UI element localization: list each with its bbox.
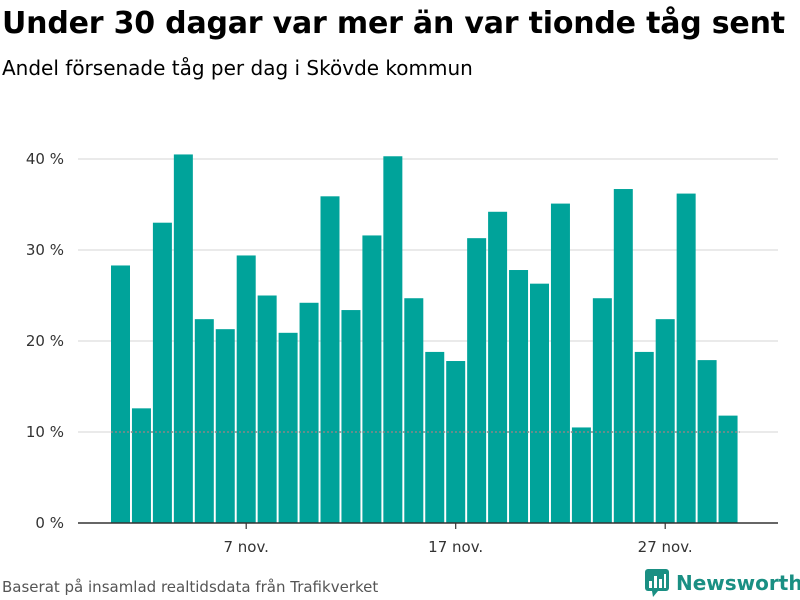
bar <box>173 154 193 523</box>
x-tick-label: 17 nov. <box>428 538 483 556</box>
bar <box>425 351 445 523</box>
bars <box>111 154 738 524</box>
bar <box>697 360 717 523</box>
bar <box>509 270 529 523</box>
bar <box>362 235 382 523</box>
brand-name: Newsworthy <box>676 571 800 595</box>
bar <box>383 156 403 523</box>
y-tick-label: 20 % <box>26 332 64 350</box>
bar <box>194 319 214 523</box>
y-axis-ticks: 0 % 10 % 20 % 30 % 40 % <box>26 150 64 532</box>
y-tick-label: 30 % <box>26 241 64 259</box>
x-tick-label: 27 nov. <box>638 538 693 556</box>
bar <box>236 255 256 523</box>
bar <box>613 189 633 523</box>
x-tick-label: 7 nov. <box>223 538 268 556</box>
brand-logo[interactable]: Newsworthy <box>644 568 800 598</box>
source-note: Baserat på insamlad realtidsdata från Tr… <box>2 578 379 596</box>
y-tick-label: 40 % <box>26 150 64 168</box>
bar <box>571 427 591 523</box>
bar-chart-icon <box>645 569 669 597</box>
y-tick-label: 0 % <box>35 514 64 532</box>
bar <box>278 332 298 523</box>
bar <box>341 310 361 523</box>
bar <box>488 211 508 523</box>
bar <box>467 238 487 524</box>
bar <box>404 298 424 523</box>
bar <box>530 283 549 523</box>
bar <box>676 193 696 523</box>
bar <box>299 302 319 523</box>
bar <box>152 222 172 523</box>
y-tick-label: 10 % <box>26 423 64 441</box>
x-axis-ticks: 7 nov. 17 nov. 27 nov. <box>223 523 693 556</box>
bar <box>320 196 340 523</box>
bar <box>655 319 675 523</box>
bar <box>550 203 570 523</box>
bar <box>111 265 130 523</box>
bar <box>131 408 151 523</box>
bar <box>257 295 277 523</box>
chart-subtitle: Andel försenade tåg per dag i Skövde kom… <box>2 56 473 80</box>
bar <box>718 415 738 523</box>
bar <box>592 298 612 523</box>
bar <box>634 351 654 523</box>
bar <box>446 361 466 523</box>
chart-title: Under 30 dagar var mer än var tionde tåg… <box>2 6 785 41</box>
bar <box>215 329 235 523</box>
